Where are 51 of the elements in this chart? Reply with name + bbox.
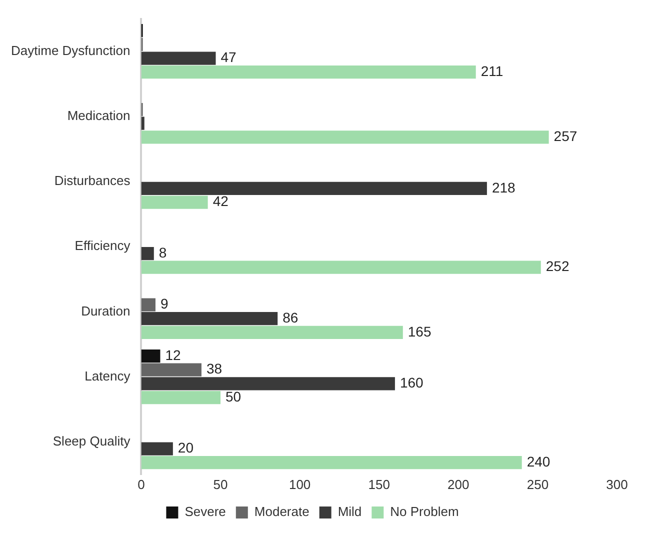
x-tick-label: 200 bbox=[448, 476, 470, 492]
x-tick-label: 50 bbox=[213, 476, 228, 492]
x-tick-label: 150 bbox=[368, 476, 390, 492]
data-label: 12 bbox=[165, 346, 182, 363]
bar bbox=[141, 312, 278, 326]
data-label: 9 bbox=[160, 296, 168, 312]
data-label: 42 bbox=[212, 193, 229, 210]
data-label: 50 bbox=[226, 388, 242, 404]
bar bbox=[141, 390, 221, 404]
data-label: 47 bbox=[220, 49, 237, 66]
bar bbox=[141, 116, 144, 130]
bar bbox=[141, 349, 160, 363]
y-tick-label: Medication bbox=[67, 108, 130, 124]
data-label: 240 bbox=[526, 453, 550, 470]
data-label: 218 bbox=[492, 179, 516, 196]
y-tick-label: Sleep Quality bbox=[52, 433, 131, 448]
data-label: 20 bbox=[178, 440, 194, 456]
bar bbox=[141, 182, 487, 195]
data-label: 160 bbox=[400, 374, 424, 391]
y-tick-label: Duration bbox=[81, 303, 130, 318]
data-label: 257 bbox=[554, 128, 578, 144]
legend-label: Severe bbox=[184, 504, 226, 520]
x-tick-label: 300 bbox=[606, 476, 628, 492]
y-tick-label: Latency bbox=[84, 368, 131, 384]
bar bbox=[141, 260, 541, 274]
bar bbox=[141, 66, 476, 79]
bar bbox=[141, 442, 173, 456]
bar bbox=[141, 326, 403, 339]
data-label: 38 bbox=[206, 360, 222, 377]
x-tick-label: 0 bbox=[138, 476, 145, 492]
bar bbox=[141, 130, 549, 144]
legend-label: No Problem bbox=[390, 504, 459, 520]
bar bbox=[141, 52, 216, 65]
bar bbox=[141, 363, 202, 376]
bar bbox=[141, 456, 522, 470]
x-tick-label: 250 bbox=[526, 476, 549, 492]
data-label: 211 bbox=[480, 62, 504, 79]
data-label: 252 bbox=[546, 258, 570, 274]
x-tick-label: 100 bbox=[288, 476, 311, 492]
bar bbox=[141, 298, 156, 312]
data-label: 86 bbox=[282, 309, 298, 326]
bar bbox=[141, 377, 395, 390]
legend-label: Mild bbox=[338, 504, 362, 520]
y-tick-label: Efficiency bbox=[74, 238, 131, 254]
bar bbox=[141, 246, 154, 260]
y-tick-label: Daytime Dysfunction bbox=[10, 42, 130, 58]
bar bbox=[141, 196, 208, 209]
data-label: 165 bbox=[408, 323, 432, 340]
legend-label: Moderate bbox=[254, 504, 310, 520]
y-tick-label: Disturbances bbox=[54, 173, 131, 188]
data-label: 8 bbox=[158, 244, 167, 260]
